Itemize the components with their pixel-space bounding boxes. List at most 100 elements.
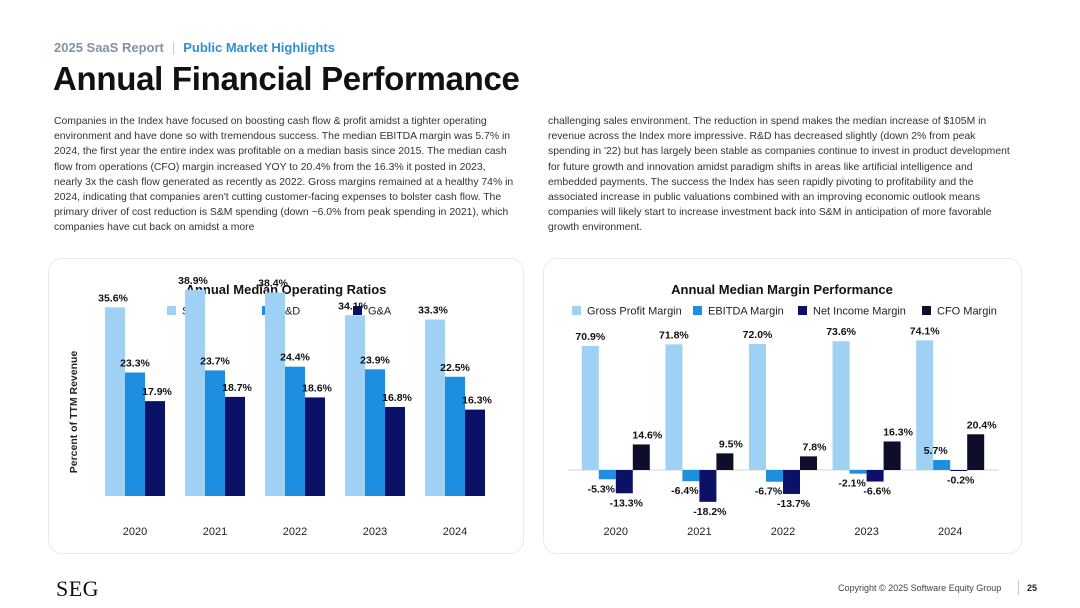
chart1-data-label-net-income-margin-2023: -6.6% xyxy=(863,486,891,498)
chart1-bar-cfo-margin-2022 xyxy=(800,456,817,470)
chart1-bar-cfo-margin-2023 xyxy=(883,441,901,470)
chart0-bar-randd-2022 xyxy=(285,366,305,496)
chart1-bar-cfo-margin-2024 xyxy=(967,434,985,470)
chart0-data-label-sandm-2023: 34.1% xyxy=(338,300,368,312)
chart0-data-label-sandm-2021: 38.9% xyxy=(178,275,208,287)
chart0-data-label-ganda-2024: 16.3% xyxy=(462,395,492,407)
chart0-bar-sandm-2024 xyxy=(425,319,445,496)
chart0-bar-randd-2023 xyxy=(365,369,385,496)
copyright-text: Copyright © 2025 Software Equity Group xyxy=(838,583,1002,593)
chart1-bar-ebitda-margin-2023 xyxy=(849,470,867,474)
chart0-data-label-randd-2020: 23.3% xyxy=(120,358,150,370)
chart1-data-label-cfo-margin-2022: 7.8% xyxy=(803,441,828,453)
chart0-data-label-sandm-2024: 33.3% xyxy=(418,305,448,317)
chart0-bar-ganda-2023 xyxy=(385,406,405,496)
chart1-data-label-ebitda-margin-2021: -6.4% xyxy=(671,485,699,497)
chart0-legend-label-ganda: G&A xyxy=(368,306,392,318)
chart0-bar-sandm-2023 xyxy=(345,315,365,496)
chart1-bar-net-income-margin-2022 xyxy=(783,470,800,494)
chart1-data-label-net-income-margin-2020: -13.3% xyxy=(610,497,644,509)
chart1-data-label-net-income-margin-2021: -18.2% xyxy=(693,506,727,518)
chart0-data-label-ganda-2022: 18.6% xyxy=(302,382,332,394)
chart0-bar-randd-2024 xyxy=(445,376,465,496)
chart1-bar-gross-profit-margin-2024 xyxy=(916,340,934,470)
chart1-legend-label-cfo-margin: CFO Margin xyxy=(937,306,997,318)
chart1-data-label-gross-profit-margin-2024: 74.1% xyxy=(910,325,940,337)
chart1-bar-gross-profit-margin-2022 xyxy=(749,344,766,470)
chart1-data-label-gross-profit-margin-2020: 70.9% xyxy=(575,331,605,343)
chart1-bar-net-income-margin-2020 xyxy=(615,470,633,494)
operating-ratios-chart: Annual Median Operating RatiosS&MR&DG&AP… xyxy=(68,275,493,538)
chart1-legend-swatch-gross-profit-margin xyxy=(572,306,581,315)
chart1-data-label-ebitda-margin-2022: -6.7% xyxy=(755,486,783,498)
chart0-data-label-ganda-2023: 16.8% xyxy=(382,392,412,404)
chart1-x-tick-2021: 2021 xyxy=(687,526,711,538)
chart0-x-tick-2021: 2021 xyxy=(203,526,227,538)
chart1-data-label-net-income-margin-2022: -13.7% xyxy=(777,498,811,510)
chart0-data-label-sandm-2020: 35.6% xyxy=(98,292,128,304)
chart1-data-label-ebitda-margin-2020: -5.3% xyxy=(588,483,616,495)
chart1-data-label-gross-profit-margin-2022: 72.0% xyxy=(743,329,773,341)
chart1-title: Annual Median Margin Performance xyxy=(671,282,893,297)
chart0-x-tick-2020: 2020 xyxy=(123,526,147,538)
chart1-bar-gross-profit-margin-2021 xyxy=(665,344,683,470)
chart0-data-label-ganda-2020: 17.9% xyxy=(142,386,172,398)
footer-divider xyxy=(1018,580,1019,595)
chart1-bar-net-income-margin-2021 xyxy=(699,470,717,502)
chart1-data-label-cfo-margin-2024: 20.4% xyxy=(967,419,997,431)
operating-ratios-chart-card: Annual Median Operating RatiosS&MR&DG&AP… xyxy=(48,258,524,554)
chart1-legend-swatch-net-income-margin xyxy=(798,306,807,315)
page-number: 25 xyxy=(1027,583,1038,593)
chart0-bar-randd-2020 xyxy=(125,372,145,496)
chart0-y-axis-label: Percent of TTM Revenue xyxy=(68,351,80,474)
chart1-x-tick-2022: 2022 xyxy=(771,526,795,538)
chart0-data-label-randd-2021: 23.7% xyxy=(200,355,230,367)
chart1-bar-gross-profit-margin-2023 xyxy=(832,341,850,470)
breadcrumb: 2025 SaaS Report | Public Market Highlig… xyxy=(54,40,335,55)
chart0-legend-swatch-ganda xyxy=(353,306,362,315)
chart0-data-label-randd-2022: 24.4% xyxy=(280,352,310,364)
chart1-data-label-gross-profit-margin-2021: 71.8% xyxy=(659,329,689,341)
chart1-legend-swatch-ebitda-margin xyxy=(693,306,702,315)
chart1-bar-net-income-margin-2024 xyxy=(950,470,968,471)
chart1-bar-gross-profit-margin-2020 xyxy=(581,345,599,470)
chart1-bar-cfo-margin-2020 xyxy=(632,444,650,470)
breadcrumb-divider: | xyxy=(171,40,176,55)
chart0-data-label-ganda-2021: 18.7% xyxy=(222,382,252,394)
chart1-data-label-ebitda-margin-2023: -2.1% xyxy=(838,478,866,490)
chart1-bar-ebitda-margin-2021 xyxy=(682,470,700,482)
chart1-data-label-gross-profit-margin-2023: 73.6% xyxy=(826,326,856,338)
margin-performance-chart: Annual Median Margin Performance Gross Pr… xyxy=(568,282,998,538)
chart1-legend-swatch-cfo-margin xyxy=(922,306,931,315)
page-title: Annual Financial Performance xyxy=(53,60,520,97)
chart1-bar-net-income-margin-2023 xyxy=(866,470,884,482)
chart1-bar-ebitda-margin-2024 xyxy=(933,460,951,470)
chart0-data-label-randd-2024: 22.5% xyxy=(440,362,470,374)
chart1-x-tick-2024: 2024 xyxy=(938,526,962,538)
chart0-data-label-sandm-2022: 38.4% xyxy=(258,277,288,289)
chart0-x-tick-2022: 2022 xyxy=(283,526,307,538)
chart0-bar-ganda-2021 xyxy=(225,396,245,496)
chart1-x-tick-2020: 2020 xyxy=(604,526,628,538)
body-text-right: challenging sales environment. The reduc… xyxy=(548,116,1010,234)
seg-logo: SEG xyxy=(56,576,100,601)
chart1-data-label-ebitda-margin-2024: 5.7% xyxy=(924,445,949,457)
chart0-bar-randd-2021 xyxy=(205,370,225,496)
chart1-bar-ebitda-margin-2020 xyxy=(598,470,616,480)
chart0-title: Annual Median Operating Ratios xyxy=(186,282,387,297)
chart0-bar-sandm-2022 xyxy=(265,292,285,496)
chart1-data-label-net-income-margin-2024: -0.2% xyxy=(947,474,975,486)
chart1-bar-cfo-margin-2021 xyxy=(716,453,734,470)
chart0-bar-ganda-2024 xyxy=(465,409,485,496)
chart0-x-tick-2024: 2024 xyxy=(443,526,467,538)
chart1-legend-label-ebitda-margin: EBITDA Margin xyxy=(708,306,784,318)
chart0-bar-ganda-2022 xyxy=(305,397,325,496)
chart1-bar-ebitda-margin-2022 xyxy=(766,470,783,482)
chart0-bar-sandm-2021 xyxy=(185,289,205,496)
margin-performance-chart-card: Annual Median Margin Performance Gross Pr… xyxy=(543,258,1022,554)
report-name: 2025 SaaS Report xyxy=(54,40,164,55)
chart0-data-label-randd-2023: 23.9% xyxy=(360,354,390,366)
section-name: Public Market Highlights xyxy=(183,40,335,55)
chart0-bar-ganda-2020 xyxy=(145,401,165,496)
chart1-x-tick-2023: 2023 xyxy=(854,526,878,538)
